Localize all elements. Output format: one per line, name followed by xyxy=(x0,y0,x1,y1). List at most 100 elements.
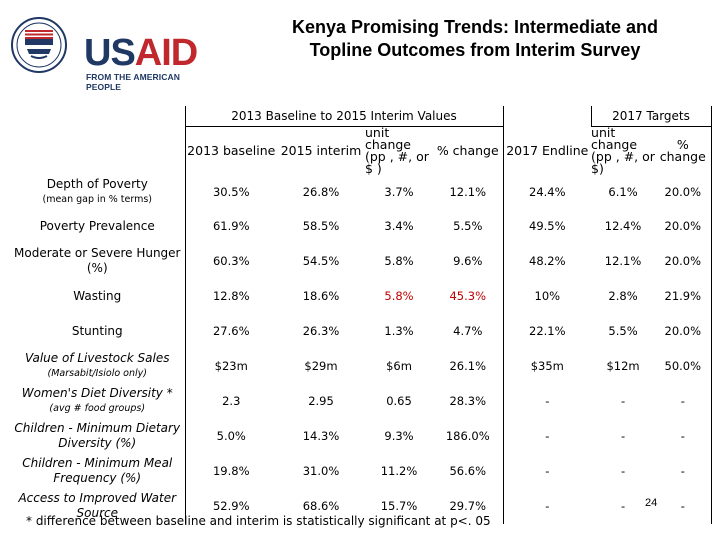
page-number: 24 xyxy=(645,497,658,509)
cell-unit-change: 0.65 xyxy=(386,394,412,408)
table-row: Stunting 27.6% 26.3% 1.3% 4.7% 22.1% 5.5% 20.0% xyxy=(10,313,712,349)
cell-baseline: 60.3% xyxy=(184,243,277,279)
row-label-text: Children - Minimum Dietary Diversity (%) xyxy=(14,421,181,450)
row-label-text: Wasting xyxy=(73,288,122,303)
cell-target-pct-change: 50.0% xyxy=(655,348,712,384)
cell-endline: - xyxy=(545,394,550,408)
row-label: Stunting xyxy=(10,314,185,349)
row-label: Children - Minimum Dietary Diversity (%) xyxy=(10,419,185,454)
cell-unit-change: $6m xyxy=(386,359,412,373)
row-sublabel: (avg # food groups) xyxy=(49,403,146,414)
cell-endline: 48.2% xyxy=(529,254,566,268)
usaid-logo: USAID FROM THE AMERICAN PEOPLE xyxy=(10,16,210,92)
col-header-target-unit-change: unit change (pp , #, or $) xyxy=(591,126,655,175)
table-row: Women's Diet Diversity * (avg # food grou… xyxy=(10,383,712,419)
cell-pct-change: 26.1% xyxy=(433,348,504,384)
row-label-text: Access to Improved Water Source xyxy=(18,491,177,520)
cell-baseline: 61.9% xyxy=(184,208,277,244)
cell-pct-change: 186.0% xyxy=(433,418,504,454)
title-line-1: Kenya Promising Trends: Intermediate and xyxy=(291,17,659,37)
table-row: Value of Livestock Sales (Marsabit/Isiolo… xyxy=(10,348,712,384)
table-row: Children - Minimum Meal Frequency (%) 19.… xyxy=(10,453,712,489)
cell-interim: $29m xyxy=(304,359,338,373)
cell-baseline: 5.0% xyxy=(184,418,277,454)
cell-baseline: 2.3 xyxy=(184,383,277,419)
cell-unit-change: 5.8% xyxy=(384,289,414,303)
table-row: Moderate or Severe Hunger (%) 60.3% 54.5% 5… xyxy=(10,243,712,279)
cell-target-pct-change: 20.0% xyxy=(655,243,712,279)
row-label-text: Children - Minimum Meal Frequency (%) xyxy=(22,456,173,485)
row-label: Value of Livestock Sales (Marsabit/Isiolo… xyxy=(10,349,185,384)
row-sublabel: (Marsabit/Isiolo only) xyxy=(47,368,147,379)
col-header-unit-change: unit change (pp , #, or $ ) xyxy=(365,126,429,175)
cell-baseline: 12.8% xyxy=(184,278,277,314)
col-header-interim: 2015 interim xyxy=(280,143,362,158)
cell-pct-change: 5.5% xyxy=(433,208,504,244)
cell-baseline: 19.8% xyxy=(184,453,277,489)
cell-target-unit-change: 5.5% xyxy=(608,324,638,338)
cell-target-unit-change: - xyxy=(620,499,626,513)
cell-pct-change: 28.3% xyxy=(433,383,504,419)
cell-interim: 14.3% xyxy=(302,429,340,443)
cell-target-unit-change: - xyxy=(620,394,626,408)
row-label: Women's Diet Diversity * (avg # food grou… xyxy=(10,384,185,419)
col-header-baseline: 2013 baseline xyxy=(184,126,277,175)
cell-interim: 26.3% xyxy=(302,324,340,338)
cell-endline: 22.1% xyxy=(529,324,566,338)
cell-target-unit-change: - xyxy=(620,464,626,478)
cell-target-unit-change: 12.1% xyxy=(604,254,642,268)
cell-endline: $35m xyxy=(530,359,564,373)
cell-target-pct-change: 20.0% xyxy=(655,208,712,244)
col-header-endline: 2017 Endline xyxy=(506,142,589,158)
cell-endline: - xyxy=(545,464,550,478)
cell-target-unit-change: 12.4% xyxy=(604,219,642,233)
table-row: Access to Improved Water Source 52.9% 68.6… xyxy=(10,488,712,524)
cell-unit-change: 3.7% xyxy=(384,184,414,199)
cell-unit-change: 5.8% xyxy=(384,254,414,268)
footnote: * difference between baseline and interi… xyxy=(26,514,491,528)
cell-baseline: 27.6% xyxy=(184,313,277,349)
cell-unit-change: 11.2% xyxy=(380,464,418,478)
row-label: Moderate or Severe Hunger (%) xyxy=(10,244,185,279)
cell-target-pct-change: - xyxy=(655,383,712,419)
cell-interim: 2.95 xyxy=(308,394,334,408)
group-header-baseline: 2013 Baseline to 2015 Interim Values xyxy=(184,106,504,127)
row-sublabel: (mean gap in % terms) xyxy=(42,193,152,205)
title-line-2: Topline Outcomes from Interim Survey xyxy=(309,40,641,60)
row-label-text: Stunting xyxy=(71,323,123,338)
row-label-text: Depth of Poverty xyxy=(46,176,148,191)
cell-target-unit-change: $12m xyxy=(606,359,640,373)
cell-interim: 18.6% xyxy=(302,289,340,303)
table-row: Children - Minimum Dietary Diversity (%)… xyxy=(10,418,712,454)
cell-target-unit-change: 2.8% xyxy=(608,289,638,303)
cell-baseline: $23m xyxy=(184,348,277,384)
cell-endline: - xyxy=(545,429,550,443)
cell-target-pct-change: 20.0% xyxy=(655,313,712,349)
cell-endline: 49.5% xyxy=(529,219,566,233)
row-label: Access to Improved Water Source xyxy=(10,489,185,524)
col-header-target-pct-change: % change xyxy=(655,126,712,175)
cell-endline: 24.4% xyxy=(529,184,566,199)
cell-interim: 58.5% xyxy=(302,219,340,233)
usaid-wordmark: USAID xyxy=(84,32,198,74)
cell-unit-change: 15.7% xyxy=(380,499,418,513)
usaid-tagline: FROM THE AMERICAN PEOPLE xyxy=(86,72,180,92)
row-label: Wasting xyxy=(10,279,185,314)
table-row: Wasting 12.8% 18.6% 5.8% 45.3% 10% 2.8% 21.9% xyxy=(10,278,712,314)
row-label-text: Moderate or Severe Hunger (%) xyxy=(14,246,181,275)
cell-unit-change: 3.4% xyxy=(384,219,414,233)
cell-unit-change: 1.3% xyxy=(384,324,414,338)
row-label-text: Poverty Prevalence xyxy=(39,218,155,233)
cell-unit-change: 9.3% xyxy=(384,429,414,443)
cell-endline: 10% xyxy=(534,289,561,303)
outcomes-table: 2013 Baseline to 2015 Interim Values 201… xyxy=(10,106,712,524)
row-label-text: Women's Diet Diversity * xyxy=(21,386,173,400)
cell-target-pct-change: - xyxy=(655,453,712,489)
cell-target-unit-change: - xyxy=(620,429,626,443)
group-header-row: 2013 Baseline to 2015 Interim Values 201… xyxy=(10,106,712,127)
cell-target-unit-change: 6.1% xyxy=(608,184,638,199)
cell-target-pct-change: - xyxy=(655,488,712,524)
cell-interim: 31.0% xyxy=(302,464,340,478)
row-label: Poverty Prevalence xyxy=(10,209,185,244)
table-row: Depth of Poverty (mean gap in % terms) 30.… xyxy=(10,174,712,209)
